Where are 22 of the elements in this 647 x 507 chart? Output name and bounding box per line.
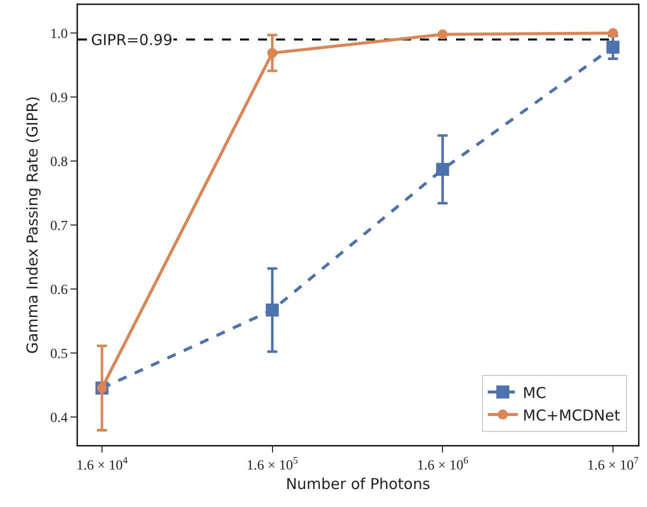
y-tick-label: 0.5 [50, 346, 68, 362]
x-tick-label: 1.6 × 10$^{4}$ [76, 455, 128, 474]
x-tick-label: 1.6 × 10$^{6}$ [416, 455, 468, 474]
point [438, 29, 448, 40]
point [267, 48, 278, 58]
legend-label: MC [522, 384, 546, 402]
point [266, 304, 279, 317]
x-tick-label: 1.6 × 10$^{7}$ [587, 455, 639, 474]
y-tick-label: 0.6 [50, 282, 68, 298]
ref-line-label: GIPR=0.99 [91, 31, 172, 49]
point [436, 162, 450, 176]
legend-label: MC+MCDNet [522, 406, 620, 424]
y-axis-title: Gamma Index Passing Rate (GIPR) [24, 96, 42, 354]
y-tick-label: 0.7 [50, 218, 68, 234]
point [608, 28, 618, 38]
y-tick-label: 0.4 [50, 410, 68, 426]
point [606, 40, 620, 54]
x-axis-title: Number of Photons [286, 475, 430, 494]
y-tick-label: 0.9 [50, 90, 68, 106]
y-tick-label: 1.0 [50, 27, 68, 42]
x-tick-label: 1.6 × 10$^{5}$ [246, 455, 298, 474]
y-tick-label: 0.8 [50, 154, 68, 170]
